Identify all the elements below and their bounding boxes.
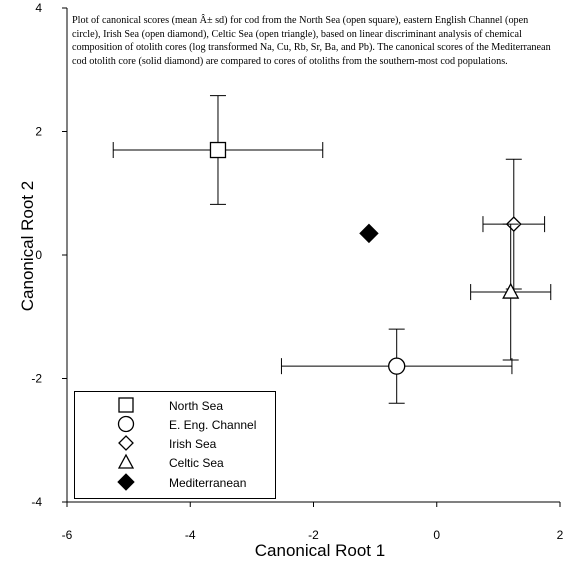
- legend-label: E. Eng. Channel: [169, 418, 257, 432]
- legend-label: North Sea: [169, 399, 224, 413]
- y-tick-label: -4: [31, 495, 42, 509]
- legend-item-north-sea: North Sea: [75, 396, 275, 415]
- figure-caption: Plot of canonical scores (mean Â± sd) fo…: [72, 15, 551, 67]
- y-tick-label: 2: [35, 125, 42, 139]
- x-tick-label: 0: [433, 528, 440, 542]
- legend-item-mediterranean: Mediterranean: [75, 473, 275, 492]
- solid-diamond-icon: [117, 473, 135, 491]
- y-tick-label: -2: [31, 372, 42, 386]
- open-diamond-icon: [118, 435, 134, 451]
- y-tick-label: 4: [35, 1, 42, 15]
- data-point-celtic-sea: [502, 282, 520, 299]
- x-tick-label: -6: [62, 528, 73, 542]
- data-point-mediterranean: [359, 223, 379, 244]
- open-triangle-icon: [117, 453, 135, 469]
- legend: North Sea E. Eng. Channel Irish Sea Celt…: [74, 391, 276, 499]
- data-point-eng-channel: [388, 357, 406, 375]
- open-circle-icon: [117, 415, 135, 433]
- legend-label: Celtic Sea: [169, 456, 224, 470]
- x-axis-label: Canonical Root 1: [254, 541, 386, 560]
- y-tick-label: 0: [35, 248, 42, 262]
- x-tick-label: -2: [308, 528, 319, 542]
- data-point-north-sea: [209, 141, 227, 159]
- x-tick-label: 2: [557, 528, 564, 542]
- y-axis-label: Canonical Root 2: [18, 180, 37, 312]
- legend-label: Irish Sea: [169, 437, 217, 451]
- legend-label: Mediterranean: [169, 476, 247, 490]
- legend-item-celtic-sea: Celtic Sea: [75, 453, 275, 472]
- legend-item-eng-channel: E. Eng. Channel: [75, 415, 275, 434]
- open-square-icon: [118, 397, 134, 413]
- legend-item-irish-sea: Irish Sea: [75, 434, 275, 453]
- x-tick-label: -4: [185, 528, 196, 542]
